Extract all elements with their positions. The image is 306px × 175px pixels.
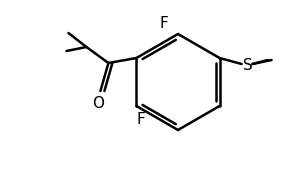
Text: S: S	[243, 58, 252, 74]
Text: F: F	[136, 113, 145, 128]
Text: F: F	[160, 16, 168, 32]
Text: O: O	[92, 96, 104, 110]
